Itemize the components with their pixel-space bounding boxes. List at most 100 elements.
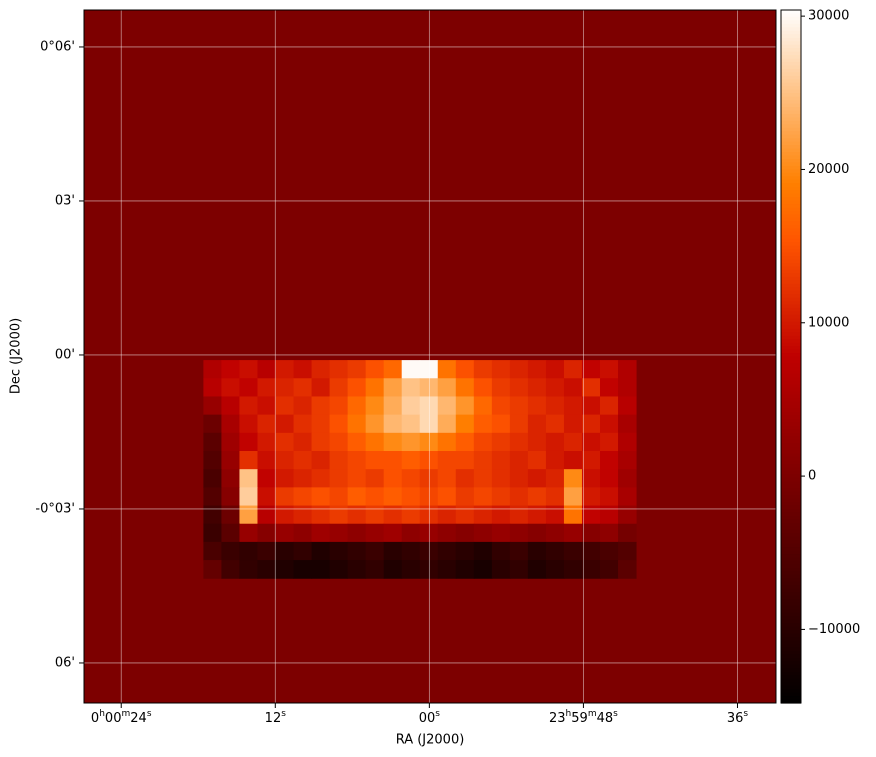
colorbar-step [781, 429, 801, 434]
colorbar-step [781, 495, 801, 500]
colorbar-step [781, 640, 801, 645]
colorbar-step [781, 391, 801, 396]
pixel-cell [329, 469, 349, 488]
pixel-cell [600, 432, 619, 452]
pixel-cell [455, 450, 475, 470]
pixel-cell [509, 378, 529, 397]
pixel-cell [239, 505, 258, 525]
pixel-cell [455, 505, 475, 525]
colorbar-step [781, 273, 801, 278]
pixel-cell [491, 414, 511, 434]
pixel-cell [383, 396, 403, 416]
colorbar-step [781, 505, 801, 510]
colorbar-step [781, 463, 801, 468]
pixel-cell [581, 505, 601, 525]
pixel-cell [383, 360, 403, 379]
pixel-cell [329, 378, 349, 397]
pixel-cell [473, 523, 493, 543]
colorbar-step [781, 654, 801, 659]
pixel-cell [618, 541, 637, 561]
colorbar-step [781, 120, 801, 125]
pixel-cell [437, 450, 457, 470]
pixel-cell [239, 523, 258, 543]
pixel-cell [293, 523, 313, 543]
colorbar-step [781, 100, 801, 105]
pixel-cell [473, 450, 493, 470]
pixel-cell [239, 432, 258, 452]
colorbar-step [781, 425, 801, 430]
colorbar-step [781, 245, 801, 250]
pixel-cell [257, 469, 277, 488]
pixel-cell [203, 414, 222, 434]
colorbar-step [781, 599, 801, 604]
pixel-cell [311, 414, 331, 434]
colorbar-step [781, 547, 801, 552]
colorbar-step [781, 526, 801, 531]
pixel-cell [563, 523, 583, 543]
colorbar-step [781, 675, 801, 680]
pixel-cell [473, 560, 493, 579]
colorbar-step [781, 55, 801, 60]
pixel-cell [311, 360, 331, 379]
pixel-cell [545, 396, 565, 416]
pixel-cell [203, 560, 222, 579]
colorbar-step [781, 359, 801, 365]
pixel-cell [563, 414, 583, 434]
pixel-cell [257, 541, 277, 561]
colorbar-step [781, 318, 801, 323]
pixel-cell [401, 396, 421, 416]
colorbar-step [781, 502, 801, 507]
colorbar-step [781, 373, 801, 378]
pixel-cell [329, 505, 349, 525]
colorbar-step [781, 304, 801, 309]
colorbar-step [781, 210, 801, 216]
pixel-cell [563, 450, 583, 470]
pixel-cell [383, 487, 403, 507]
pixel-cell [329, 541, 349, 561]
pixel-cell [600, 414, 619, 434]
pixel-cell [491, 450, 511, 470]
colorbar-step [781, 664, 801, 669]
colorbar-step [781, 405, 801, 410]
pixel-cell [509, 450, 529, 470]
pixel-cell [545, 469, 565, 488]
pixel-cell [221, 523, 240, 543]
pixel-cell [257, 487, 277, 507]
pixel-cell [581, 450, 601, 470]
pixel-cell [347, 432, 367, 452]
colorbar-step [781, 602, 801, 607]
colorbar-step [781, 287, 801, 292]
pixel-cell [221, 487, 240, 507]
pixel-cell [203, 432, 222, 452]
background-pixels [84, 10, 776, 703]
colorbar-step [781, 661, 801, 666]
colorbar-step [781, 124, 801, 129]
pixel-cell [239, 487, 258, 507]
pixel-cell [257, 560, 277, 579]
colorbar-step [781, 186, 801, 191]
pixel-cell [491, 432, 511, 452]
pixel-cell [581, 378, 601, 397]
pixel-cell [437, 487, 457, 507]
colorbar-step [781, 311, 801, 316]
colorbar-step [781, 262, 801, 268]
pixel-cell [437, 432, 457, 452]
colorbar-step [781, 567, 801, 572]
pixel-cell [257, 396, 277, 416]
pixel-cell [491, 378, 511, 397]
pixel-cell [437, 560, 457, 579]
pixel-cell [563, 487, 583, 507]
colorbar-step [781, 61, 801, 67]
pixel-cell [275, 523, 295, 543]
colorbar-step [781, 138, 801, 143]
colorbar-step [781, 512, 801, 517]
colorbar-step [781, 474, 801, 479]
pixel-cell [329, 360, 349, 379]
pixel-cell [509, 541, 529, 561]
pixel-cell [509, 432, 529, 452]
pixel-cell [221, 541, 240, 561]
pixel-cell [545, 432, 565, 452]
pixel-cell [221, 450, 240, 470]
pixel-cell [545, 560, 565, 579]
colorbar-step [781, 571, 801, 576]
